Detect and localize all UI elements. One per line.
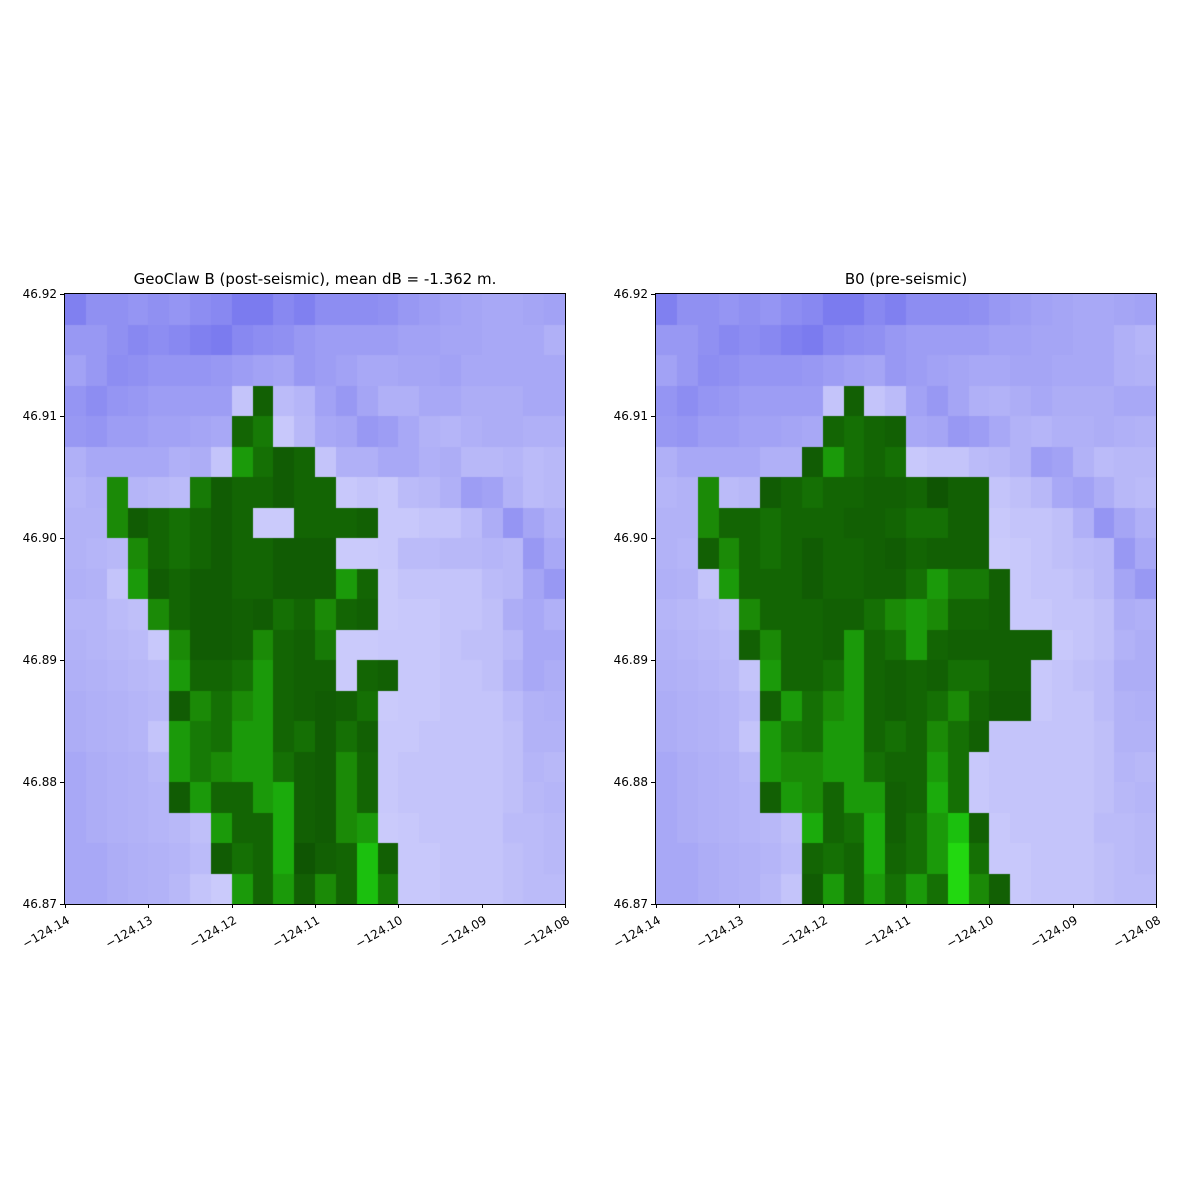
x-tick-mark — [905, 904, 907, 908]
x-tick-mark — [564, 904, 566, 908]
x-tick-mark — [738, 904, 740, 908]
y-tick-mark — [60, 293, 64, 295]
x-tick-mark — [314, 904, 316, 908]
left-heatmap-axes: GeoClaw B (post-seismic), mean dB = -1.3… — [20, 270, 572, 951]
left-heatmap-raster — [65, 294, 565, 904]
x-tick-mark — [64, 904, 66, 908]
x-tick-mark — [988, 904, 990, 908]
x-tick-mark — [231, 904, 233, 908]
right-heatmap-axes: B0 (pre-seismic) 46.92 46.91 46.90 46.89 46.… — [611, 270, 1163, 951]
y-tick-label: 46.87 — [22, 897, 57, 911]
y-tick-label: 46.91 — [613, 409, 648, 423]
x-tick-mark — [1072, 904, 1074, 908]
y-tick-mark — [60, 659, 64, 661]
y-tick-label: 46.92 — [22, 287, 57, 301]
y-tick-mark — [651, 415, 655, 417]
y-tick-mark — [651, 659, 655, 661]
y-tick-label: 46.88 — [22, 775, 57, 789]
y-tick-label: 46.90 — [22, 531, 57, 545]
right-heatmap-raster — [656, 294, 1156, 904]
y-tick-label: 46.92 — [613, 287, 648, 301]
y-tick-mark — [651, 781, 655, 783]
y-tick-label: 46.87 — [613, 897, 648, 911]
y-tick-mark — [60, 537, 64, 539]
y-tick-mark — [60, 903, 64, 905]
y-tick-mark — [651, 537, 655, 539]
y-tick-mark — [60, 781, 64, 783]
y-tick-label: 46.89 — [22, 653, 57, 667]
x-tick-mark — [397, 904, 399, 908]
x-tick-mark — [1155, 904, 1157, 908]
x-tick-mark — [481, 904, 483, 908]
x-tick-mark — [147, 904, 149, 908]
y-tick-mark — [60, 415, 64, 417]
right-plot-title: B0 (pre-seismic) — [844, 270, 968, 288]
y-tick-mark — [651, 293, 655, 295]
y-tick-mark — [651, 903, 655, 905]
x-tick-mark — [655, 904, 657, 908]
y-tick-label: 46.91 — [22, 409, 57, 423]
x-tick-mark — [822, 904, 824, 908]
y-tick-label: 46.90 — [613, 531, 648, 545]
y-tick-label: 46.89 — [613, 653, 648, 667]
left-plot-title: GeoClaw B (post-seismic), mean dB = -1.3… — [133, 270, 497, 288]
y-tick-label: 46.88 — [613, 775, 648, 789]
